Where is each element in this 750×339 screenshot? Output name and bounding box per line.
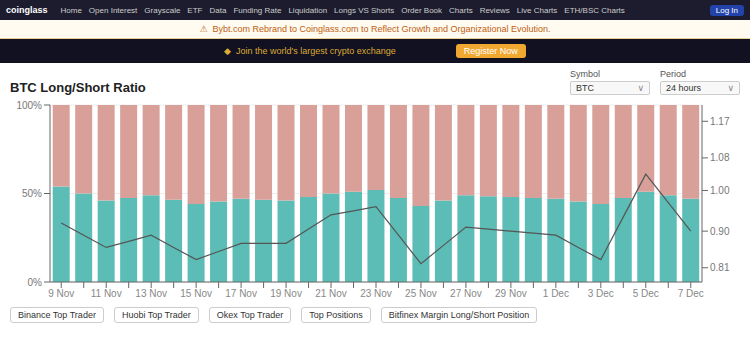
html-text:Liquidation: Liquidation (288, 5, 328, 15)
html-text:Symbol: Symbol (570, 69, 600, 79)
svg-text:19 Nov: 19 Nov (270, 288, 302, 299)
svg-text:17 Nov: 17 Nov (225, 288, 257, 299)
html-text:Grayscale: Grayscale (144, 5, 181, 15)
svg-text:100%: 100% (16, 100, 42, 111)
html-text:ETH/BSC Charts: ETH/BSC Charts (564, 5, 625, 15)
html-text:Bitfinex Margin Long/Short Pos: Bitfinex Margin Long/Short Position (388, 310, 530, 320)
svg-text:0.81: 0.81 (710, 262, 730, 273)
svg-text:27 Nov: 27 Nov (450, 288, 482, 299)
html-text:Data: Data (209, 5, 227, 15)
html-text:Open Interest: Open Interest (88, 5, 138, 15)
html-text:Huobi Top Trader: Huobi Top Trader (121, 310, 191, 320)
svg-text:3 Dec: 3 Dec (588, 288, 614, 299)
html-text:Longs VS Shorts: Longs VS Shorts (334, 5, 395, 15)
html-text:Log In: Log In (715, 5, 738, 15)
svg-text:0%: 0% (28, 277, 43, 288)
svg-text:21 Nov: 21 Nov (315, 288, 347, 299)
html-text:Top Positions: Top Positions (309, 310, 363, 320)
html-text:⚠ Bybt.com Rebrand to Coinglas: ⚠ Bybt.com Rebrand to Coinglass.com to R… (199, 24, 551, 34)
svg-text:29 Nov: 29 Nov (495, 288, 527, 299)
svg-text:1.00: 1.00 (710, 185, 730, 196)
svg-text:15 Nov: 15 Nov (180, 288, 212, 299)
svg-text:1.17: 1.17 (710, 116, 730, 127)
svg-text:23 Nov: 23 Nov (360, 288, 392, 299)
html-text:Charts: Charts (449, 5, 473, 15)
svg-text:50%: 50% (22, 188, 42, 199)
html-text:Order Book: Order Book (401, 5, 443, 15)
html-text:Binance Top Trader: Binance Top Trader (18, 310, 96, 320)
html-text:Reviews: Reviews (479, 5, 510, 15)
html-text:Funding Rate: Funding Rate (233, 5, 282, 15)
html-text:24 hours: 24 hours (666, 83, 701, 93)
svg-text:13 Nov: 13 Nov (135, 288, 167, 299)
svg-text:0.90: 0.90 (710, 226, 730, 237)
html-text:Register Now: Register Now (463, 46, 518, 56)
html-text:Home: Home (60, 5, 82, 15)
html-text:coinglass: coinglass (6, 5, 48, 15)
svg-text:1 Dec: 1 Dec (543, 288, 569, 299)
svg-text:1.08: 1.08 (710, 152, 730, 163)
svg-text:9 Nov: 9 Nov (48, 288, 74, 299)
svg-text:25 Nov: 25 Nov (405, 288, 437, 299)
html-text:ETF: ETF (187, 5, 203, 15)
html-text:BTC Long/Short Ratio: BTC Long/Short Ratio (10, 80, 146, 95)
html-text:Live Charts: Live Charts (516, 5, 558, 15)
html-text:BTC: BTC (576, 83, 594, 93)
svg-text:7 Dec: 7 Dec (678, 288, 704, 299)
html-text:◆ Join the world's largest cry: ◆ Join the world's largest crypto exchan… (224, 46, 396, 56)
svg-text:5 Dec: 5 Dec (633, 288, 659, 299)
html-text:Okex Top Trader: Okex Top Trader (216, 310, 284, 320)
html-text:Period: Period (660, 69, 686, 79)
svg-text:11 Nov: 11 Nov (91, 288, 122, 299)
